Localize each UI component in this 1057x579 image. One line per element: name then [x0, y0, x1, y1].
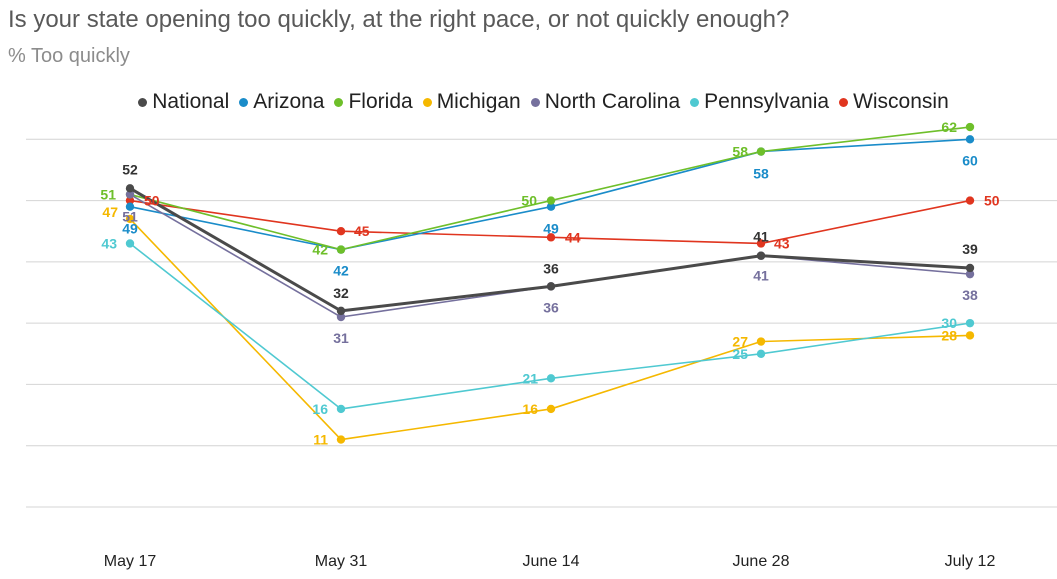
data-point-wisconsin	[125, 196, 135, 205]
data-label-national: 41	[753, 229, 769, 245]
legend-marker	[690, 97, 700, 107]
data-label-arizona: 58	[753, 166, 769, 182]
data-point-national	[125, 184, 135, 193]
legend-marker	[334, 97, 344, 107]
data-point-arizona	[965, 135, 975, 144]
data-point-arizona	[125, 202, 135, 211]
data-label-florida: 58	[732, 144, 748, 160]
data-label-national: 36	[543, 260, 559, 276]
chart-title: Is your state opening too quickly, at th…	[8, 6, 790, 33]
data-label-florida: 51	[100, 186, 116, 202]
data-point-michigan	[336, 435, 346, 444]
legend-item-national: National	[138, 90, 229, 114]
data-label-arizona: 60	[962, 152, 978, 168]
data-label-pennsylvania: 21	[522, 370, 538, 386]
legend-label: Wisconsin	[853, 90, 949, 113]
chart-legend: National Arizona Florida Michigan North Caro…	[0, 90, 1057, 114]
data-point-national	[546, 282, 556, 291]
data-point-florida	[756, 147, 766, 156]
data-label-north-carolina: 51	[122, 208, 138, 224]
data-label-pennsylvania: 25	[732, 346, 748, 362]
data-label-florida: 50	[521, 193, 537, 209]
legend-item-michigan: Michigan	[422, 90, 521, 114]
data-point-wisconsin	[756, 239, 766, 248]
legend-marker	[138, 97, 148, 107]
data-label-florida: 62	[941, 119, 957, 135]
data-point-pennsylvania	[756, 349, 766, 358]
data-point-pennsylvania	[546, 374, 556, 383]
data-point-pennsylvania	[125, 239, 135, 248]
data-label-national: 39	[962, 241, 978, 257]
legend-label: Pennsylvania	[704, 90, 830, 113]
data-label-north-carolina: 38	[962, 287, 978, 303]
legend-label: North Carolina	[544, 90, 681, 113]
data-label-wisconsin: 50	[984, 193, 1000, 209]
data-label-michigan: 27	[732, 334, 748, 350]
x-tick-label: July 12	[945, 553, 996, 570]
data-label-michigan: 16	[522, 401, 538, 417]
data-label-wisconsin: 50	[144, 193, 160, 209]
data-label-north-carolina: 31	[333, 330, 349, 346]
legend-item-arizona: Arizona	[239, 90, 324, 114]
data-label-national: 52	[122, 161, 138, 177]
legend-label: Michigan	[436, 90, 521, 113]
data-point-national	[336, 306, 346, 316]
x-tick-label: June 28	[733, 553, 790, 570]
data-label-pennsylvania: 30	[941, 315, 957, 331]
legend-label: National	[152, 90, 230, 113]
data-label-north-carolina: 36	[543, 299, 559, 315]
data-point-michigan	[965, 331, 975, 340]
chart-subtitle: % Too quickly	[8, 45, 130, 67]
data-label-florida: 42	[312, 242, 328, 258]
data-label-michigan: 47	[102, 204, 118, 220]
data-point-north-carolina	[125, 190, 135, 199]
data-point-wisconsin	[965, 196, 975, 205]
data-point-arizona	[546, 202, 556, 211]
data-point-national	[756, 251, 766, 260]
data-point-north-carolina	[336, 312, 346, 322]
data-label-wisconsin: 43	[774, 235, 790, 251]
data-point-michigan	[546, 404, 556, 414]
legend-item-wisconsin: Wisconsin	[839, 90, 949, 114]
data-point-pennsylvania	[336, 404, 346, 414]
data-point-wisconsin	[336, 227, 346, 236]
legend-item-north-carolina: North Carolina	[530, 90, 681, 114]
data-point-florida	[336, 245, 346, 254]
data-point-pennsylvania	[965, 318, 975, 328]
data-label-pennsylvania: 16	[312, 401, 328, 417]
x-tick-label: May 17	[104, 553, 157, 570]
legend-marker	[839, 97, 849, 107]
data-point-florida	[546, 196, 556, 205]
legend-item-pennsylvania: Pennsylvania	[690, 90, 829, 114]
data-label-wisconsin: 44	[565, 229, 581, 245]
data-label-michigan: 11	[313, 432, 328, 448]
x-tick-label: June 14	[523, 553, 580, 570]
legend-label: Arizona	[253, 90, 325, 113]
data-label-arizona: 49	[122, 221, 138, 237]
data-label-arizona: 42	[333, 263, 349, 279]
legend-marker	[530, 97, 540, 107]
data-label-national: 32	[333, 285, 349, 301]
data-label-wisconsin: 45	[354, 223, 370, 239]
data-label-north-carolina: 41	[753, 268, 769, 284]
legend-label: Florida	[348, 90, 413, 113]
data-point-florida	[965, 122, 975, 132]
legend-marker	[422, 97, 432, 107]
data-point-michigan	[756, 337, 766, 346]
data-point-north-carolina	[965, 269, 975, 279]
data-point-michigan	[125, 214, 135, 224]
data-point-national	[965, 263, 975, 273]
data-label-arizona: 49	[543, 221, 559, 237]
x-tick-label: May 31	[315, 553, 368, 570]
data-point-wisconsin	[546, 233, 556, 242]
legend-marker	[239, 97, 249, 107]
data-label-michigan: 28	[941, 327, 957, 343]
legend-item-florida: Florida	[334, 90, 413, 114]
data-label-pennsylvania: 43	[101, 235, 117, 251]
